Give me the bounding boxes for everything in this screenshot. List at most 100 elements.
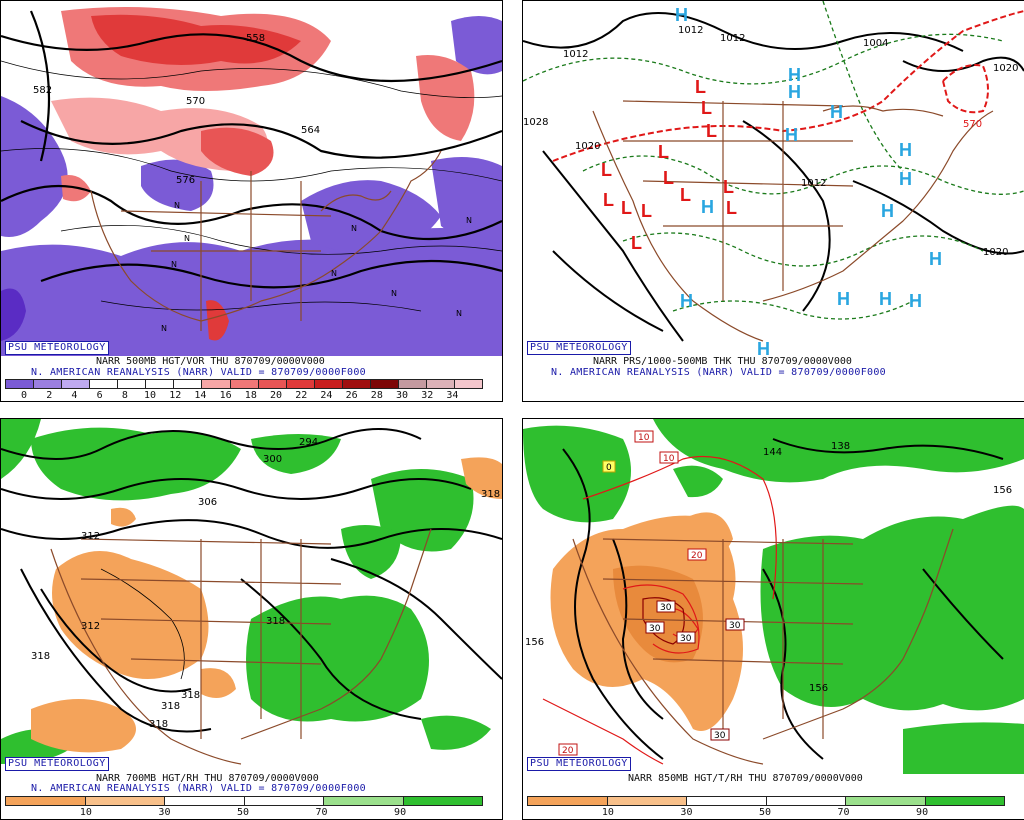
high-pressure-marker: H — [757, 339, 770, 356]
temp-label: 30 — [726, 619, 744, 631]
temp-label: 30 — [646, 622, 664, 634]
colorbar-tick-label: 70 — [838, 807, 850, 818]
map-caption-line1: NARR 500MB HGT/VOR THU 870709/0000V000 — [96, 356, 325, 367]
svg-text:N: N — [391, 289, 397, 298]
colorbar-tick-label: 50 — [237, 807, 249, 818]
psu-meteorology-badge: PSU METEOROLOGY — [5, 757, 109, 771]
high-pressure-marker: H — [899, 140, 912, 160]
colorbar-swatch — [399, 380, 427, 388]
colorbar-swatch — [6, 380, 34, 388]
rh-moist-region — [903, 722, 1024, 774]
colorbar-tick-label: 10 — [80, 807, 92, 818]
svg-text:10: 10 — [638, 433, 650, 443]
colorbar-tick-label: 20 — [270, 390, 282, 401]
colorbar-swatch — [404, 797, 483, 805]
high-pressure-marker: H — [701, 197, 714, 217]
colorbar-swatch — [165, 797, 245, 805]
colorbar-swatch — [90, 380, 118, 388]
temp-label: 20 — [688, 549, 706, 561]
svg-text:N: N — [161, 324, 167, 333]
contour-label: 306 — [198, 497, 217, 508]
colorbar-tick-label: 28 — [371, 390, 383, 401]
contour-label: 1028 — [523, 117, 548, 128]
colorbar-swatch — [343, 380, 371, 388]
map-850mb-temp-rh: 144 138 156 156 156 10 10 20 20 30 30 30… — [523, 419, 1024, 774]
high-pressure-marker: H — [929, 249, 942, 269]
svg-text:10: 10 — [663, 454, 675, 464]
low-pressure-marker: L — [695, 77, 706, 97]
svg-text:20: 20 — [691, 551, 703, 561]
map-caption-line2: N. AMERICAN REANALYSIS (NARR) VALID = 87… — [31, 783, 366, 794]
svg-text:30: 30 — [714, 731, 726, 741]
svg-text:30: 30 — [649, 624, 661, 634]
map-mslp-thickness: 1012 1012 1004 1020 570 1020 1012 1012 1… — [523, 1, 1024, 356]
psu-meteorology-badge: PSU METEOROLOGY — [5, 341, 109, 355]
colorbar-swatch — [259, 380, 287, 388]
colorbar-tick-label: 22 — [295, 390, 307, 401]
temp-label: 30 — [711, 729, 729, 741]
temp-label: 0 — [603, 461, 615, 473]
contour-label: 318 — [481, 489, 500, 500]
contour-label: 1020 — [983, 247, 1008, 258]
contour-label: 570 — [963, 119, 982, 130]
svg-text:N: N — [174, 201, 180, 210]
colorbar-swatch — [371, 380, 399, 388]
colorbar-tick-label: 34 — [446, 390, 458, 401]
svg-text:30: 30 — [680, 634, 692, 644]
colorbar-swatch — [528, 797, 608, 805]
colorbar-swatch — [455, 380, 482, 388]
colorbar-swatch — [767, 797, 847, 805]
svg-text:20: 20 — [562, 746, 574, 756]
panel-mslp-thickness: 1012 1012 1004 1020 570 1020 1012 1012 1… — [522, 0, 1024, 402]
contour-label: 1004 — [863, 38, 888, 49]
contour-label: 318 — [161, 701, 180, 712]
contour-label: 564 — [301, 125, 320, 136]
high-pressure-marker: H — [879, 289, 892, 309]
colorbar-tick-label: 90 — [916, 807, 928, 818]
contour-label: 1012 — [678, 25, 703, 36]
contour-label: 558 — [246, 33, 265, 44]
colorbar-swatch — [687, 797, 767, 805]
vorticity-colorbar — [5, 379, 483, 389]
colorbar-swatch — [62, 380, 90, 388]
low-pressure-marker: L — [701, 98, 712, 118]
contour-label: 576 — [176, 175, 195, 186]
colorbar-swatch — [202, 380, 230, 388]
low-pressure-marker: L — [641, 201, 652, 221]
map-caption-line1: NARR PRS/1000-500MB THK THU 870709/0000V… — [593, 356, 852, 367]
contour-label: 156 — [525, 637, 544, 648]
colorbar-tick-label: 30 — [396, 390, 408, 401]
map-caption-line2: N. AMERICAN REANALYSIS (NARR) VALID = 87… — [31, 367, 366, 378]
temp-label: 30 — [677, 632, 695, 644]
colorbar-swatch — [6, 797, 86, 805]
high-pressure-marker: H — [675, 5, 688, 25]
rh-colorbar — [527, 796, 1005, 806]
colorbar-tick-label: 30 — [158, 807, 170, 818]
high-pressure-marker: H — [830, 102, 843, 122]
colorbar-tick-label: 2 — [46, 390, 52, 401]
panel-850mb-temp-rh: 144 138 156 156 156 10 10 20 20 30 30 30… — [522, 418, 1024, 820]
svg-text:N: N — [466, 216, 472, 225]
high-pressure-marker: H — [909, 291, 922, 311]
contour-label: 318 — [149, 719, 168, 730]
colorbar-swatch — [174, 380, 202, 388]
high-pressure-marker: H — [785, 125, 798, 145]
svg-text:N: N — [184, 234, 190, 243]
contour-label: 318 — [31, 651, 50, 662]
colorbar-swatch — [846, 797, 926, 805]
colorbar-swatch — [231, 380, 259, 388]
contour-label: 144 — [763, 447, 782, 458]
temp-label: 10 — [635, 431, 653, 443]
map-500mb-vorticity: 558 570 582 564 576 NNN NNN NNN — [1, 1, 502, 356]
low-pressure-marker: L — [726, 198, 737, 218]
low-pressure-marker: L — [663, 168, 674, 188]
temp-label: 20 — [559, 744, 577, 756]
low-pressure-marker: L — [621, 198, 632, 218]
low-pressure-marker: L — [631, 233, 642, 253]
colorbar-tick-label: 8 — [122, 390, 128, 401]
colorbar-tick-label: 30 — [680, 807, 692, 818]
colorbar-swatch — [608, 797, 688, 805]
temp-label: 10 — [660, 452, 678, 464]
colorbar-swatch — [315, 380, 343, 388]
high-pressure-marker: H — [680, 291, 693, 311]
